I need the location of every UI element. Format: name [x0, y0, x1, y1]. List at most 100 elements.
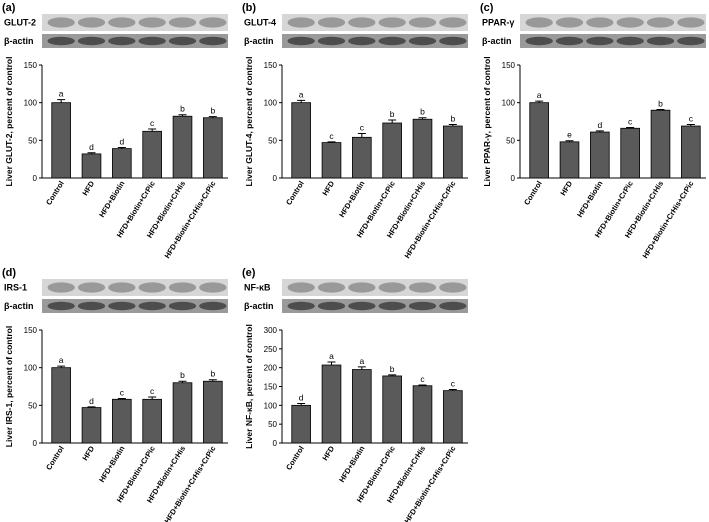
significance-letter: d — [299, 392, 304, 402]
bar — [443, 390, 463, 444]
error-bar — [117, 398, 126, 400]
y-tick-label: 150 — [502, 61, 516, 70]
y-tick-label: 150 — [264, 61, 278, 70]
blot-band — [586, 36, 614, 46]
blot-band — [646, 17, 675, 28]
significance-letter: b — [658, 98, 663, 108]
y-tick-label: 300 — [264, 326, 278, 335]
panel-label: (c) — [480, 2, 494, 14]
blot-band — [348, 282, 376, 293]
blot-band — [555, 36, 584, 46]
error-bar — [595, 130, 604, 133]
bar — [172, 382, 193, 444]
y-tick-label: 50 — [506, 136, 515, 145]
x-tick-label: HFD+Biotin — [575, 179, 605, 219]
blot-band — [646, 36, 675, 46]
x-tick-label: HFD — [80, 444, 96, 462]
blot-band — [47, 36, 75, 46]
error-bar — [686, 124, 695, 127]
blot-label: β-actin — [4, 36, 34, 46]
x-tick-label: HFD — [320, 444, 336, 462]
significance-letter: d — [89, 396, 94, 406]
error-bar — [418, 384, 427, 386]
blot-band — [677, 17, 705, 28]
error-bar — [57, 99, 66, 103]
panel: (b) GLUT-4 β-actin 0 50 100 150 Liver GLUT-4, p… — [242, 2, 468, 260]
y-axis-label: Liver NF-κB, percent of control — [244, 324, 254, 449]
significance-letter: c — [120, 388, 125, 398]
y-tick-label: 150 — [24, 326, 38, 335]
x-tick-label: HFD — [558, 179, 574, 197]
x-tick-label: HFD+Biotin — [337, 444, 367, 484]
blot-band — [77, 301, 106, 311]
blot-band — [348, 301, 376, 311]
bar — [291, 404, 311, 444]
blot-band — [439, 17, 467, 28]
error-bar — [418, 117, 427, 120]
blot-band — [378, 36, 406, 46]
bar — [203, 117, 223, 179]
blot-label: β-actin — [244, 36, 274, 46]
blot-band — [677, 36, 705, 46]
blot-band — [408, 301, 437, 311]
blot-band — [77, 36, 106, 46]
significance-letter: a — [59, 89, 64, 99]
blot-band — [287, 17, 315, 28]
blot-band — [287, 301, 315, 311]
significance-letter: a — [537, 90, 542, 100]
bar — [681, 125, 701, 179]
significance-letter: c — [150, 118, 155, 128]
significance-letter: c — [329, 131, 334, 141]
error-bar — [208, 116, 217, 118]
blot-band — [378, 301, 406, 311]
y-tick-label: 0 — [273, 174, 278, 183]
blot-band — [138, 301, 166, 311]
x-tick-label: HFD+Biotin+CrHis+CrPic — [163, 179, 218, 260]
bar — [620, 127, 640, 179]
panel: (c) PPAR-γ β-actin 0 50 100 150 Liver PPAR-γ, p… — [480, 2, 706, 260]
significance-letter: c — [451, 379, 456, 389]
x-tick-label: HFD+Biotin+CrHis+CrPic — [403, 179, 458, 260]
bar — [112, 398, 132, 444]
y-tick-label: 50 — [268, 420, 277, 429]
significance-letter: b — [180, 104, 185, 114]
bar — [559, 141, 580, 179]
y-tick-label: 100 — [502, 99, 516, 108]
error-bar — [178, 380, 187, 383]
error-bar — [297, 402, 306, 406]
blot-band — [317, 17, 346, 28]
blot-band — [408, 36, 437, 46]
error-bar — [327, 141, 336, 143]
x-tick-label: Control — [284, 444, 306, 471]
y-tick-label: 0 — [33, 439, 38, 448]
error-bar — [388, 374, 397, 376]
blot-label: NF-κB — [244, 283, 271, 293]
x-tick-label: HFD+Biotin+CrHis+CrPic — [641, 179, 696, 260]
blot-band — [168, 301, 197, 311]
blot-band — [555, 17, 584, 28]
significance-letter: c — [628, 117, 633, 127]
bar — [412, 385, 433, 444]
blot-label: β-actin — [244, 301, 274, 311]
bar — [590, 131, 610, 179]
panel-label: (a) — [2, 2, 16, 14]
blot-band — [525, 36, 553, 46]
error-bar — [626, 127, 635, 129]
significance-letter: b — [450, 114, 455, 124]
error-bar — [57, 365, 66, 368]
x-tick-label: Control — [522, 179, 544, 206]
x-tick-label: Control — [284, 179, 306, 206]
error-bar — [87, 406, 96, 408]
blot-band — [378, 17, 406, 28]
blot-band — [439, 282, 467, 293]
y-tick-label: 150 — [24, 61, 38, 70]
y-tick-label: 50 — [28, 136, 37, 145]
blot-band — [199, 17, 227, 28]
significance-letter: b — [390, 364, 395, 374]
blot-band — [378, 282, 406, 293]
y-tick-label: 0 — [273, 439, 278, 448]
error-bar — [656, 108, 665, 111]
error-bar — [297, 99, 306, 103]
bar — [412, 118, 433, 179]
